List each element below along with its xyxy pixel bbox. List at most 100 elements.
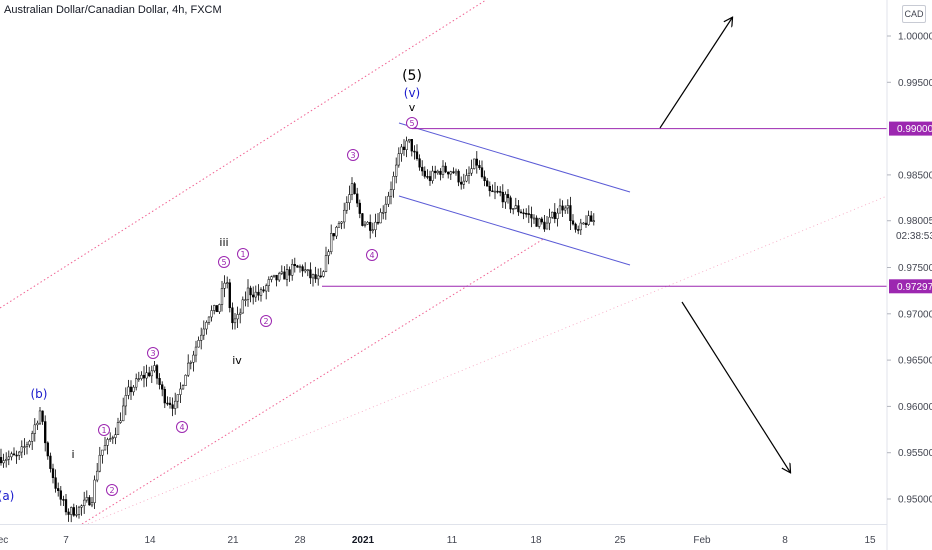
candle-body [475,158,478,166]
candle-body [392,176,395,190]
chart-title: Australian Dollar/Canadian Dollar, 4h, F… [4,4,222,16]
bullish-arrow [659,18,732,129]
projection-arrows [659,18,790,472]
candle-body [504,194,507,203]
candle-body [558,205,562,214]
wave-label: 1 [240,250,245,259]
wave-label: (a) [0,489,14,503]
candle-body [75,514,78,516]
candle-body [140,374,143,379]
wave-label: (b) [31,387,48,401]
candle-body [350,183,354,195]
candle-body [569,205,572,222]
channel-lower-line [398,195,631,266]
candle-body [267,279,270,286]
candle-body [72,507,75,516]
wave-label: 5 [221,258,226,267]
candle-body [28,441,31,446]
candle-body [77,506,81,515]
time-tick-label: 18 [530,535,542,546]
candle-body [200,334,203,341]
candle-body [18,451,21,456]
candle-body [49,455,52,469]
candle-body [335,226,338,237]
candle-body [441,165,445,175]
candle-body [109,438,112,440]
candle-body [444,165,447,173]
candle-body [101,449,104,456]
candle-body [483,176,486,182]
candle-body [566,205,569,209]
candle-body [278,273,281,281]
time-tick-label: 28 [294,535,306,546]
candle-body [353,183,356,195]
candle-body [462,180,465,185]
candle-body [127,386,130,396]
candle-body [280,271,283,274]
price-tag-bg [889,121,932,136]
price-axis-bg [887,0,932,550]
candle-body [38,410,42,424]
candle-body [556,212,559,219]
candle-body [5,458,8,461]
descending-channel [398,122,631,266]
candle-body [478,165,481,168]
candle-body [244,299,247,301]
candle-body [12,453,16,456]
candle-body [434,170,437,174]
candle-body [361,213,364,226]
candle-body [98,454,101,472]
candle-body [179,388,182,395]
wave-circle [406,117,418,129]
candle-body [371,229,374,232]
candle-body [460,181,463,185]
candle-body [410,139,413,152]
time-tick-label: ec [0,535,8,546]
candle-body [584,222,588,225]
candle-body [343,209,346,223]
candle-body [275,274,278,281]
candle-body [262,289,265,292]
price-tick-label: 0.97500 [898,263,932,274]
candle-body [449,171,452,175]
candle-body [187,362,190,376]
candle-body [236,314,239,320]
candle-body [408,139,411,142]
candle-body [114,434,117,438]
candle-body [15,454,18,457]
candle-body [288,269,291,276]
time-tick-label: 21 [227,535,239,546]
candle-body [184,374,187,386]
candle-body [395,164,398,177]
candle-body [252,294,255,298]
candle-body [239,312,242,315]
time-tick-label: 8 [782,535,788,546]
candle-body [428,176,432,181]
price-tags: 0.99000 0.97297 [889,121,932,294]
candle-body [538,218,541,227]
candle-body [358,202,361,214]
currency-button[interactable]: CAD [902,5,926,23]
candles [0,136,595,523]
candle-body [223,282,226,289]
price-tick-label: 0.97000 [898,309,932,320]
wave-label: 3 [150,349,155,358]
candle-body [202,328,205,336]
price-tick-label: 0.99500 [898,78,932,89]
candle-body [129,386,133,393]
price-axis: 1.00000 0.99500 0.98500 0.98005 0.97500 0.970… [887,32,932,506]
candle-body [447,171,450,175]
wave-circle [366,249,378,261]
candle-body [270,276,273,280]
candle-body [317,275,320,280]
wave-label: v [409,101,416,114]
wave-circle [98,424,110,436]
wave-circle [237,248,249,260]
candle-body [228,282,231,309]
price-tick-label: 0.98005 [898,216,932,227]
time-tick-label: 2021 [352,535,375,546]
candle-body [135,378,138,388]
candle-body [306,269,309,271]
candle-body [389,189,393,197]
